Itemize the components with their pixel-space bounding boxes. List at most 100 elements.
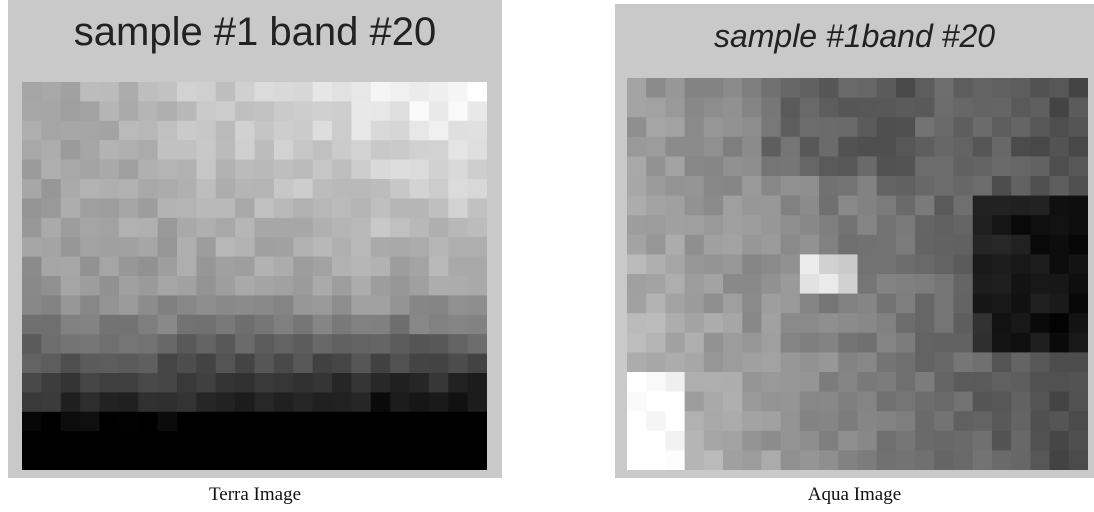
pixel [838,117,858,137]
pixel [429,451,449,470]
pixel [665,392,685,412]
pixel [351,198,371,218]
pixel [390,121,410,141]
pixel [410,101,430,121]
pixel [877,274,897,294]
pixel [468,179,487,199]
pixel [915,352,935,372]
pixel [468,198,487,218]
pixel [255,140,275,160]
pixel [351,179,371,199]
pixel [858,117,878,137]
pixel [877,392,897,412]
pixel [138,334,158,354]
pixel [332,82,352,102]
pixel [954,274,974,294]
pixel [915,78,935,98]
pixel [992,254,1012,274]
pixel [819,450,839,470]
pixel [627,117,647,137]
pixel [1011,235,1031,255]
pixel [646,372,666,392]
pixel [22,198,42,218]
pixel [448,431,468,451]
pixel [80,198,100,218]
pixel [1030,294,1050,314]
pixel [627,215,647,235]
pixel [274,431,294,451]
pixel [896,137,916,157]
pixel [992,333,1012,353]
pixel [351,451,371,470]
pixel [22,354,42,374]
pixel [896,313,916,333]
pixel [781,176,801,196]
pixel [742,294,762,314]
pixel [177,218,197,238]
pixel [216,82,236,102]
pixel [1050,78,1070,98]
pixel [410,412,430,432]
pixel [858,313,878,333]
pixel [332,198,352,218]
pixel [742,431,762,451]
pixel [915,450,935,470]
pixel [177,315,197,335]
pixel [158,295,178,315]
pixel [274,451,294,470]
pixel [704,254,724,274]
pixel [429,257,449,277]
pixel [877,411,897,431]
pixel [410,198,430,218]
pixel [838,313,858,333]
pixel [992,176,1012,196]
pixel [665,372,685,392]
pixel [351,82,371,102]
pixel [761,156,781,176]
pixel [22,295,42,315]
pixel [468,121,487,141]
pixel [255,82,275,102]
pixel [627,392,647,412]
pixel [627,450,647,470]
pixel [448,373,468,393]
pixel [429,334,449,354]
pixel [196,121,216,141]
pixel [371,198,391,218]
pixel [1050,372,1070,392]
pixel [429,237,449,257]
pixel [838,431,858,451]
pixel [119,121,139,141]
pixel [371,276,391,296]
pixel [196,373,216,393]
pixel [742,196,762,216]
pixel [41,295,61,315]
pixel [665,411,685,431]
pixel [351,160,371,180]
pixel [992,235,1012,255]
pixel [1030,333,1050,353]
pixel [293,315,313,335]
pixel [332,451,352,470]
pixel [448,198,468,218]
pixel [1069,313,1088,333]
pixel [742,411,762,431]
pixel [877,117,897,137]
pixel [41,373,61,393]
pixel [1069,392,1088,412]
pixel [80,295,100,315]
pixel [781,137,801,157]
pixel [351,295,371,315]
pixel [371,140,391,160]
pixel [1011,254,1031,274]
pixel [255,315,275,335]
pixel [800,117,820,137]
pixel [704,137,724,157]
pixel [216,101,236,121]
pixel [819,294,839,314]
pixel [80,82,100,102]
pixel [646,294,666,314]
pixel [934,392,954,412]
pixel [992,78,1012,98]
pixel [1030,411,1050,431]
